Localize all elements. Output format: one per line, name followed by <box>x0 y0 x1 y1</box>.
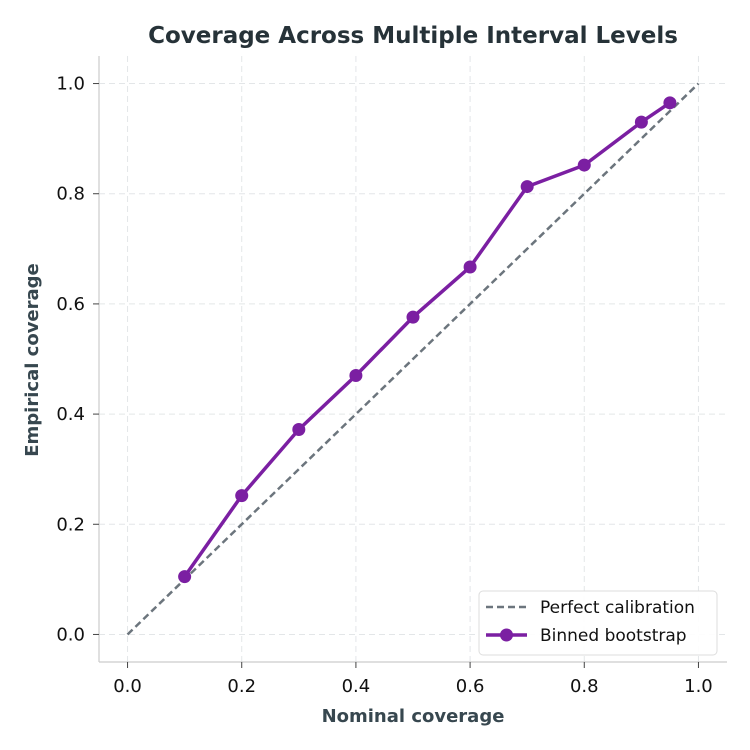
y-tick-label: 0.8 <box>56 184 85 205</box>
legend-label-perfect-calibration: Perfect calibration <box>540 598 695 618</box>
series-line-binned-bootstrap <box>182 101 672 579</box>
x-tick-label: 0.6 <box>456 676 485 697</box>
data-point-binned-bootstrap <box>178 570 192 584</box>
grid <box>99 56 727 662</box>
data-point-binned-bootstrap <box>463 260 477 274</box>
series-line-perfect-calibration <box>126 82 700 636</box>
chart-title: Coverage Across Multiple Interval Levels <box>148 23 678 49</box>
data-point-binned-bootstrap <box>235 489 249 503</box>
x-tick-label: 1.0 <box>684 676 713 697</box>
data-point-binned-bootstrap <box>292 423 306 437</box>
legend: Perfect calibration Binned bootstrap <box>478 590 718 656</box>
data-point-binned-bootstrap <box>520 180 534 194</box>
y-tick-label: 1.0 <box>56 74 85 95</box>
x-tick-label: 0.4 <box>342 676 371 697</box>
y-tick-label: 0.4 <box>56 404 85 425</box>
data-point-binned-bootstrap <box>349 369 363 383</box>
legend-box <box>478 590 718 656</box>
y-axis-label: Empirical coverage <box>22 263 43 457</box>
data-point-binned-bootstrap <box>406 310 420 324</box>
x-tick-label: 0.8 <box>570 676 599 697</box>
data-point-binned-bootstrap <box>663 96 677 110</box>
y-tick-label: 0.2 <box>56 514 85 535</box>
ticks: 0.0 0.2 0.4 0.6 0.8 1.0 0.0 0.2 0.4 0.6 0.8 1.0 <box>56 74 712 697</box>
series <box>126 82 700 636</box>
legend-label-binned-bootstrap: Binned bootstrap <box>540 626 687 646</box>
legend-marker-binned-bootstrap <box>500 628 513 642</box>
data-point-binned-bootstrap <box>577 158 591 172</box>
x-tick-label: 0.2 <box>227 676 256 697</box>
y-tick-label: 0.0 <box>56 624 85 645</box>
data-point-binned-bootstrap <box>634 115 648 129</box>
y-tick-label: 0.6 <box>56 294 85 315</box>
x-tick-label: 0.0 <box>113 676 142 697</box>
x-axis-label: Nominal coverage <box>322 706 505 727</box>
